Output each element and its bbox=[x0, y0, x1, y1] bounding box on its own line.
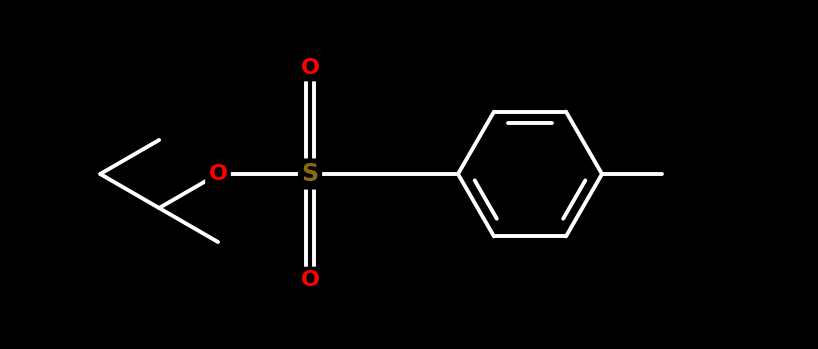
Text: S: S bbox=[302, 162, 318, 186]
Text: O: O bbox=[300, 270, 320, 290]
Text: O: O bbox=[300, 58, 320, 78]
Text: O: O bbox=[209, 164, 227, 184]
